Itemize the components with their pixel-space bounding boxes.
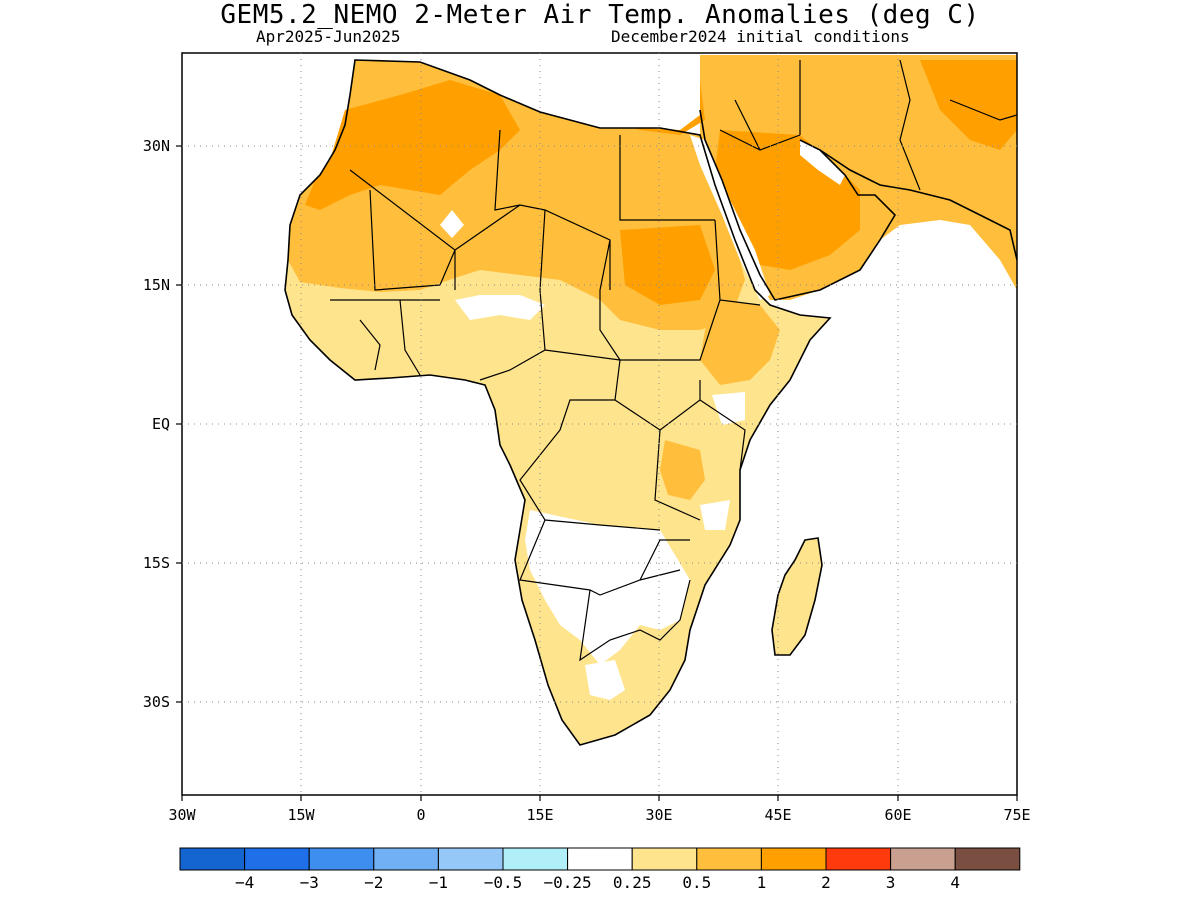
colorbar-label: 1 [757,873,767,892]
colorbar-label: −4 [235,873,254,892]
map-title: GEM5.2_NEMO 2-Meter Air Temp. Anomalies … [220,0,980,30]
east-africa-warm-zone [660,440,705,500]
colorbar-label: −1 [429,873,448,892]
persian-gulf [800,140,845,185]
colorbar-swatch [825,847,892,871]
sudan-strong-zone [620,225,715,305]
lon-label-0: 0 [416,806,425,824]
map-fill-layer [285,55,1017,745]
south-africa-neutral-zone [585,660,625,700]
lat-label-15s: 15S [143,554,170,572]
colorbar-swatch [890,847,956,871]
iran-strong-zone [920,60,1017,150]
coastlines-and-borders [284,59,1017,746]
forecast-period: Apr2025-Jun2025 [256,27,401,46]
colorbar: −4 −3 −2 −1 −0.5 −0.25 0.25 0.5 1 2 3 4 [179,847,1021,892]
colorbar-swatch [502,847,569,871]
lat-label-30s: 30S [143,693,170,711]
colorbar-label: −0.5 [484,873,523,892]
colorbar-swatch [696,847,762,871]
colorbar-swatch [567,847,633,871]
sahara-neutral-spot [440,210,464,238]
ethiopia-warm-zone [700,300,780,385]
tick-marks [176,145,1018,801]
colorbar-swatch [631,847,698,871]
lon-label-75e: 75E [1003,806,1030,824]
madagascar-coastline [771,537,823,656]
initial-conditions: December2024 initial conditions [611,27,910,46]
colorbar-label: 2 [821,873,831,892]
colorbar-swatch [308,847,375,871]
colorbar-label: −2 [364,873,383,892]
lon-label-30w: 30W [168,806,196,824]
colorbar-label: 3 [886,873,896,892]
lat-label-eq: EQ [152,415,170,433]
sahel-neutral-zone [455,295,545,320]
country-borders [330,59,1017,662]
lon-label-15w: 15W [287,806,315,824]
colorbar-label: 0.5 [682,873,711,892]
colorbar-label: 4 [950,873,960,892]
colorbar-swatch [437,847,504,871]
mediterranean-sea [420,55,700,130]
colorbar-swatch [244,847,310,871]
lon-label-30e: 30E [645,806,672,824]
zambia-neutral-spot [700,500,730,530]
africa-coastline [284,59,832,746]
arabia-coastline [699,109,897,301]
colorbar-label: 0.25 [613,873,652,892]
madagascar [772,538,822,655]
colorbar-swatch [179,847,246,871]
red-sea [690,135,770,300]
lon-label-60e: 60E [884,806,911,824]
colorbar-swatch [760,847,827,871]
lon-label-15e: 15E [526,806,553,824]
lon-label-45e: 45E [764,806,791,824]
north-africa-strong-zone [305,80,520,210]
iran-coastline [819,149,1017,261]
gridlines [182,53,1017,795]
colorbar-swatch [954,847,1021,871]
lat-label-15n: 15N [143,276,170,294]
southern-africa-neutral-zone [525,510,690,665]
colorbar-label: −0.25 [544,873,592,892]
colorbar-swatch [373,847,439,871]
east-africa-neutral-zone [712,392,745,425]
lat-label-30n: 30N [143,137,170,155]
colorbar-label: −3 [300,873,319,892]
